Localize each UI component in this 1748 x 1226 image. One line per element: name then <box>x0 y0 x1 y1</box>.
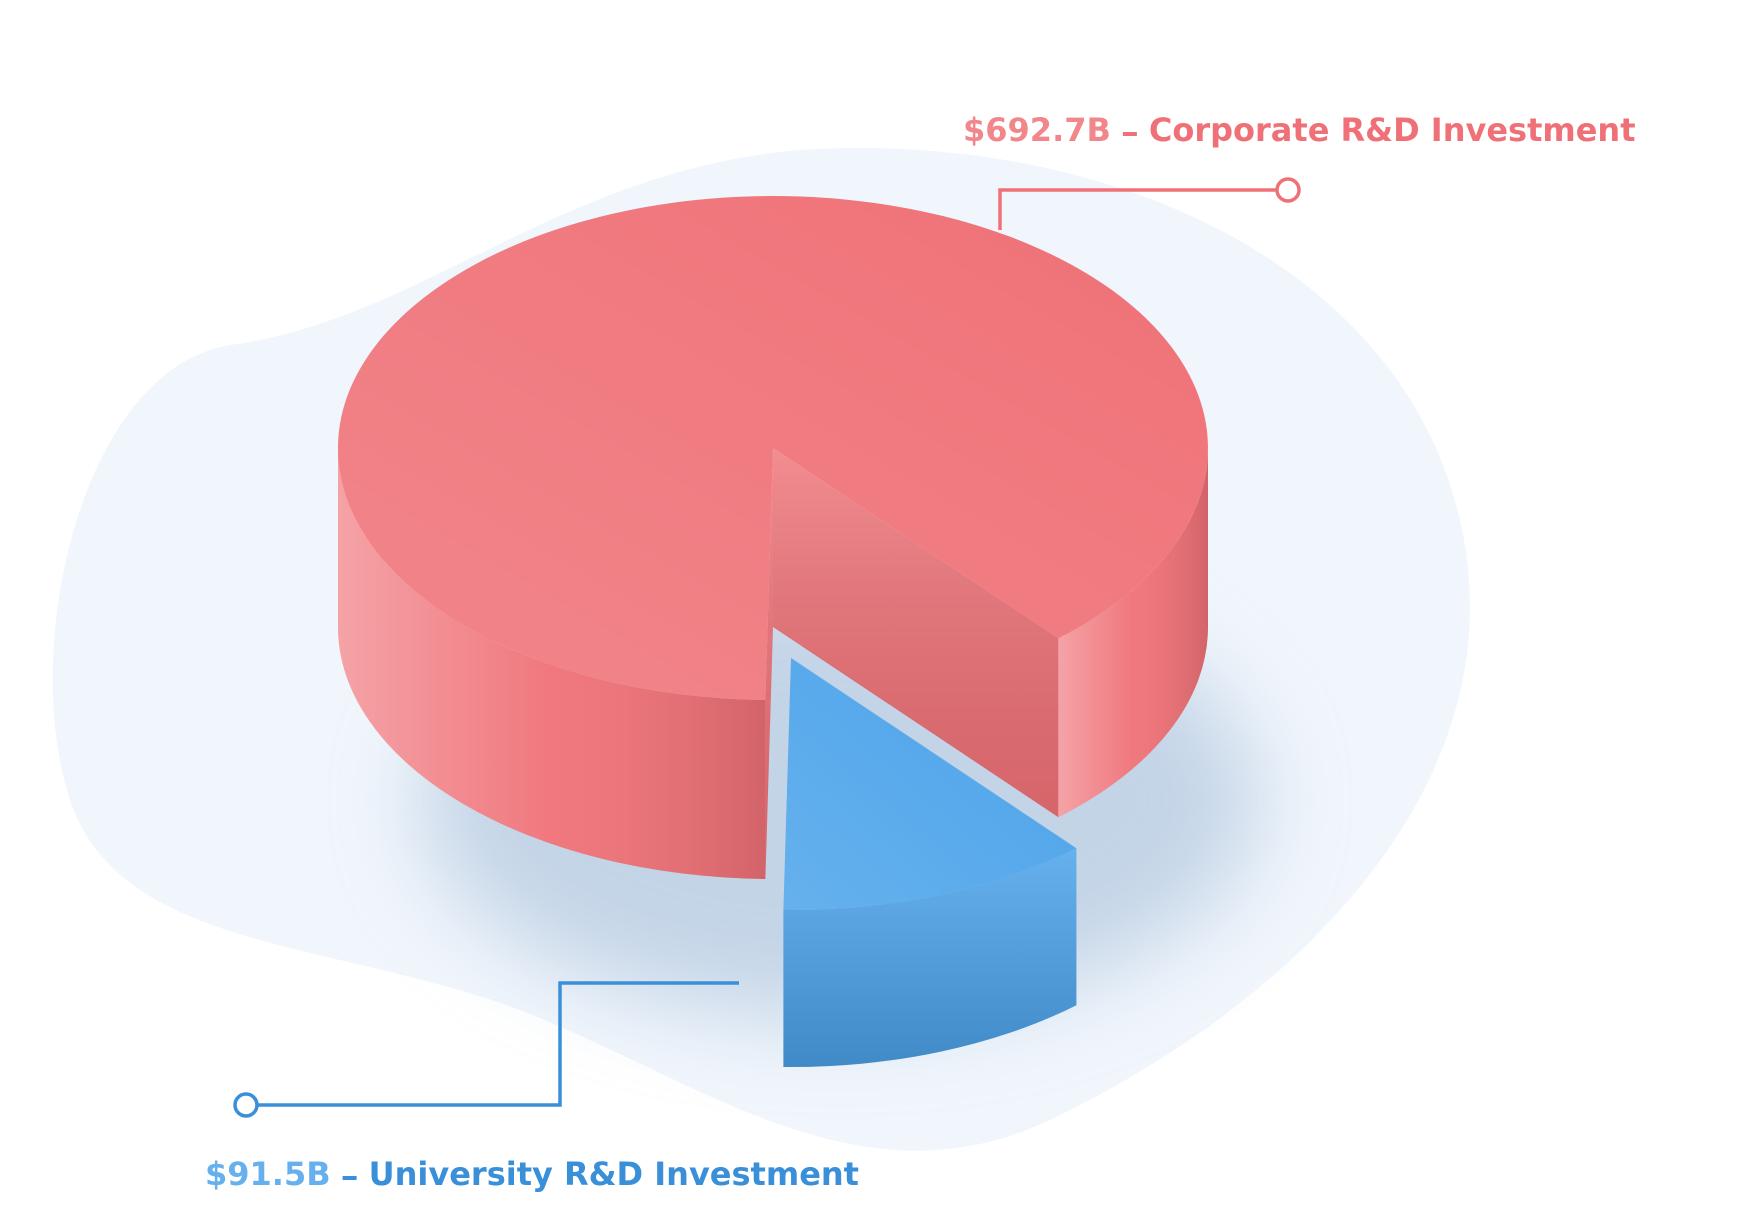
slice-face-shade <box>765 448 773 879</box>
pie <box>337 196 1208 1068</box>
value-label: $692.7B <box>963 111 1111 149</box>
labels: $692.7B Corporate R&D Investment $91.5B Uni… <box>205 111 1636 1193</box>
slice-side-shade <box>783 848 1077 1068</box>
leaders <box>233 177 1301 1118</box>
slice-top-shade <box>783 658 1077 911</box>
category-label: Corporate R&D Investment <box>1149 111 1636 149</box>
slice-face-shade <box>773 448 1059 818</box>
value-label: $91.5B <box>205 1155 331 1193</box>
leader-line <box>258 981 739 1107</box>
leader-dot <box>1275 177 1301 203</box>
pie-slice <box>783 658 1077 1068</box>
pie-slice <box>337 196 1208 879</box>
slice-top-shade <box>337 196 1208 700</box>
category-label: University R&D Investment <box>369 1155 859 1193</box>
slice-side-shade <box>1058 448 1208 818</box>
leader-line <box>998 188 1277 230</box>
leader-dot <box>233 1092 259 1118</box>
slice-side-shade <box>338 448 766 879</box>
